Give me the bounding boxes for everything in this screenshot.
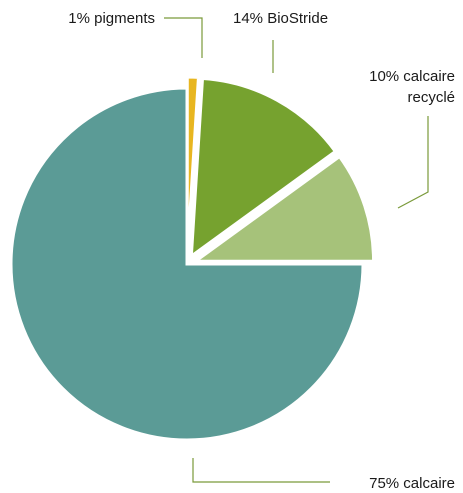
label-calcaire-recycle-line2: recyclé: [407, 89, 455, 106]
label-biostride: 14% BioStride: [233, 10, 328, 27]
label-pigments: 1% pigments: [68, 10, 155, 27]
slice-labels: 75% calcaire 1% pigments 14% BioStride 1…: [68, 10, 455, 492]
slice-pigments: [185, 75, 201, 256]
slice-calcaire: [9, 86, 365, 442]
slice-calcaire-recycle: [190, 154, 376, 263]
label-calcaire: 75% calcaire: [369, 475, 455, 492]
pie-slices: [9, 75, 376, 442]
leader-line-calcaire-recycle: [397, 116, 429, 209]
leader-line-calcaire: [192, 458, 330, 483]
label-calcaire-recycle-line1: 10% calcaire: [369, 68, 455, 85]
slice-biostride: [189, 76, 338, 260]
leader-lines: [164, 17, 429, 483]
leader-line-pigments: [164, 17, 203, 58]
